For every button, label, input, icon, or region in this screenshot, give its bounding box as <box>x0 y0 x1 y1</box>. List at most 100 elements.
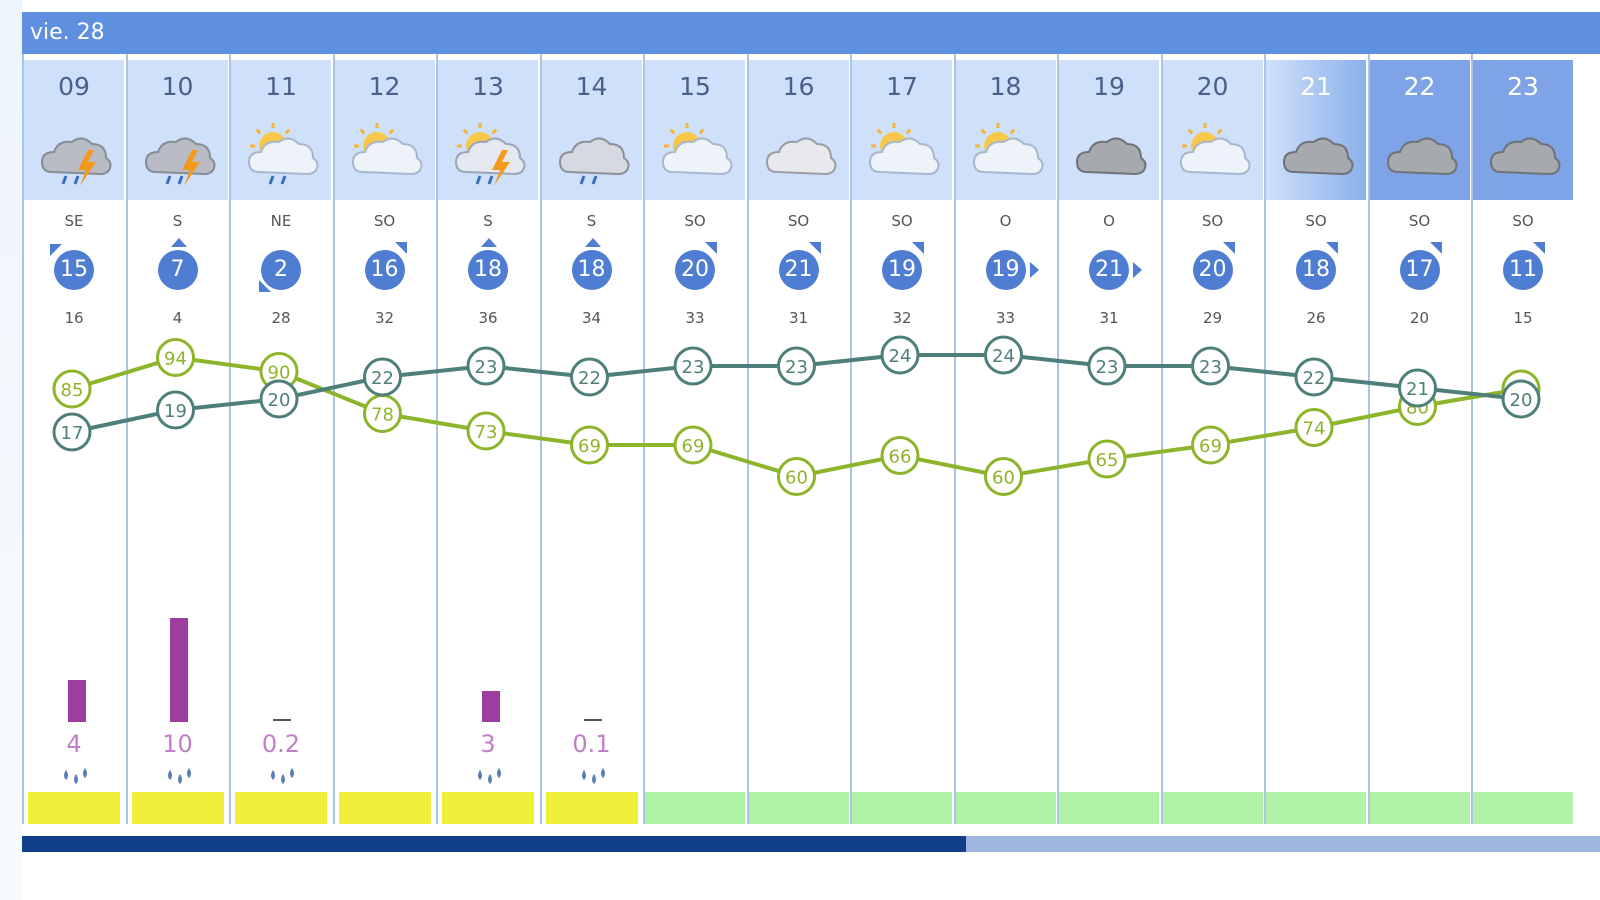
temperature-point <box>673 346 713 386</box>
humidity-point <box>880 436 920 475</box>
wind-gust: 4 <box>172 309 183 327</box>
hour-column: 19 O 21 31 <box>1057 54 1159 824</box>
hour-column: 10 S 7 4 10 <box>125 54 228 824</box>
dark-cloud-icon <box>1071 120 1151 186</box>
uv-level-bar <box>748 792 849 824</box>
wind-arrow-icon <box>1326 242 1338 254</box>
temperature-label: 23 <box>682 357 705 378</box>
sun-cloud-icon <box>657 120 737 186</box>
sun-cloud-icon <box>968 120 1048 186</box>
temperature-label: 23 <box>1199 357 1222 378</box>
wind-direction: NE <box>270 212 292 230</box>
hour-header <box>1059 60 1159 200</box>
wind-direction: SO <box>891 212 913 230</box>
wind-gust: 32 <box>892 309 912 327</box>
hour-column: 11 NE 2 28 0.2 <box>229 54 331 824</box>
temperature-label: 23 <box>785 357 808 378</box>
wind-speed-badge: 16 <box>364 250 405 290</box>
uv-level-bar <box>1059 792 1159 824</box>
wind-speed-badge: 7 <box>157 250 198 290</box>
hour-label: 13 <box>472 72 504 101</box>
wind-arrow-icon <box>1029 262 1039 278</box>
humidity-label: 73 <box>475 422 498 443</box>
uv-level-bar <box>645 792 745 824</box>
wind-direction: SO <box>1201 212 1224 230</box>
precipitation-label: 4 <box>66 730 82 758</box>
temperature-point <box>984 335 1023 375</box>
precipitation-bar <box>68 680 86 722</box>
temperature-label: 21 <box>1406 379 1429 400</box>
wind-gust: 34 <box>581 309 602 327</box>
wind-arrow-icon <box>394 242 407 254</box>
wind-direction: O <box>999 212 1012 230</box>
precipitation-bar <box>583 719 602 721</box>
humidity-label: 94 <box>164 349 187 370</box>
wind-arrow-icon <box>259 280 271 292</box>
uv-level-bar <box>545 792 638 824</box>
wind-gust: 16 <box>64 309 84 327</box>
hour-label: 10 <box>161 72 194 101</box>
raindrops-icon <box>474 766 504 788</box>
precipitation-bar <box>482 690 500 722</box>
storm-rain-icon <box>140 120 220 186</box>
humidity-point <box>466 411 506 451</box>
humidity-label: 60 <box>785 468 808 489</box>
wind-gust: 33 <box>685 309 705 327</box>
humidity-label: 65 <box>1096 450 1119 471</box>
temperature-label: 20 <box>268 390 291 411</box>
wind-arrow-icon <box>1133 262 1142 278</box>
wind-direction: SO <box>1408 212 1431 230</box>
temperature-point <box>1191 346 1230 386</box>
temperature-label: 17 <box>61 423 84 444</box>
humidity-label: 78 <box>371 405 394 426</box>
hour-label: 20 <box>1196 72 1229 101</box>
wind-speed-badge: 21 <box>1089 250 1129 290</box>
uv-level-bar <box>955 792 1056 824</box>
hourly-forecast-table: 09 SE 15 16 4 10 S 7 4 10 11 NE 2 28 0.2 12 SO 16 32 13 S 18 3… <box>22 54 1600 834</box>
sun-storm-icon <box>450 120 530 186</box>
humidity-label: 66 <box>889 447 912 468</box>
wind-gust: 15 <box>1513 309 1533 327</box>
wind-arrow-icon <box>50 244 62 256</box>
precipitation-bar <box>273 719 291 721</box>
humidity-point <box>156 338 195 377</box>
humidity-label: 90 <box>268 363 291 384</box>
sun-cloud-icon <box>347 120 427 186</box>
wind-gust: 33 <box>995 309 1016 327</box>
wind-gust: 26 <box>1306 309 1326 327</box>
wind-direction: SO <box>373 212 396 230</box>
hour-column: 22 SO 17 20 <box>1367 54 1470 824</box>
hour-header <box>748 60 849 200</box>
hour-header <box>231 60 331 200</box>
hour-header <box>955 60 1056 200</box>
hour-header <box>541 60 642 200</box>
humidity-point <box>1294 408 1334 447</box>
wind-direction: SO <box>1512 212 1534 230</box>
temperature-point <box>777 346 816 386</box>
raindrops-icon <box>267 766 297 788</box>
temperature-label: 23 <box>475 357 498 378</box>
hour-label: 16 <box>782 72 815 101</box>
cloud-rain-icon <box>554 120 634 186</box>
humidity-label: 74 <box>1303 419 1326 440</box>
uv-level-bar <box>442 792 534 824</box>
scrollbar-thumb[interactable] <box>22 836 966 852</box>
uv-level-bar <box>1162 792 1263 824</box>
wind-arrow-icon <box>1222 242 1235 254</box>
humidity-point <box>673 425 713 465</box>
hour-header <box>1473 60 1573 200</box>
temperature-label: 22 <box>578 368 601 389</box>
hour-label: 12 <box>368 72 401 101</box>
sun-cloud-icon <box>1175 120 1255 186</box>
wind-gust: 36 <box>478 309 498 327</box>
temperature-point <box>1087 346 1127 386</box>
scrollbar-track[interactable] <box>966 836 1600 852</box>
precipitation-label: 0.2 <box>261 730 301 758</box>
humidity-point <box>1087 439 1127 479</box>
wind-speed-badge: 18 <box>468 250 508 290</box>
humidity-point <box>1191 425 1230 465</box>
temperature-point <box>1398 368 1437 408</box>
humidity-label: 69 <box>578 436 601 457</box>
humidity-point <box>570 425 609 465</box>
wind-gust: 31 <box>1099 309 1119 327</box>
